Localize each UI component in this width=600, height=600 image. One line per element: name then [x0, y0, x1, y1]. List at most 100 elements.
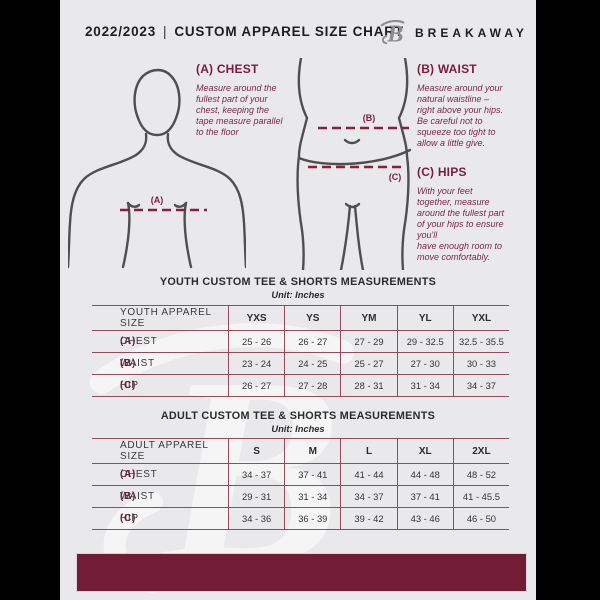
column-header: YM: [340, 306, 396, 330]
chest-measure-label: (A): [151, 195, 164, 205]
table-row: (A) CHEST 25 - 26 26 - 27 27 - 29 29 - 32.5 32…: [92, 330, 509, 352]
row-label-cell: (A) CHEST: [92, 464, 228, 485]
row-label: HIP: [120, 513, 139, 524]
measurement-cell: 30 - 33: [452, 353, 509, 374]
measurement-cell: 48 - 52: [452, 464, 509, 485]
column-header: YXS: [228, 306, 284, 330]
waist-name: WAIST: [437, 62, 477, 76]
table-row: (B) WAIST 29 - 31 31 - 34 34 - 37 37 - 41 41 -…: [92, 485, 509, 507]
measurement-cell: 25 - 27: [340, 353, 396, 374]
table-header-row: YOUTH APPAREL SIZE YXS YS YM YL YXL: [92, 305, 509, 330]
column-header: L: [340, 439, 396, 463]
measurement-cell: 36 - 39: [284, 508, 340, 529]
hips-name: HIPS: [437, 165, 467, 179]
letterbox-left: [0, 0, 60, 600]
measurement-cell: 27 - 29: [340, 331, 396, 352]
table-row: (B) WAIST 23 - 24 24 - 25 25 - 27 27 - 30 30 -…: [92, 352, 509, 374]
adult-table-unit: Unit: Inches: [271, 424, 325, 434]
measurement-cell: 24 - 25: [284, 353, 340, 374]
waistband-curve: [297, 148, 412, 166]
measurement-cell: 28 - 31: [340, 375, 396, 396]
adult-table-title: ADULT CUSTOM TEE & SHORTS MEASUREMENTS: [160, 410, 436, 422]
waist-heading: (B) WAIST: [417, 62, 477, 76]
measurement-cell: 31 - 34: [396, 375, 453, 396]
column-header: M: [284, 439, 340, 463]
row-label-cell: (C) HIP: [92, 375, 228, 396]
row-label: WAIST: [120, 491, 155, 502]
table-row: (C) HIP 26 - 27 27 - 28 28 - 31 31 - 34 34 - 3…: [92, 374, 509, 396]
chest-name: CHEST: [216, 62, 259, 76]
footer-bar: [76, 553, 527, 592]
row-key: (A): [120, 469, 136, 480]
measurement-cell: 27 - 30: [396, 353, 453, 374]
hips-key: (C): [417, 165, 435, 179]
measurement-cell: 41 - 44: [340, 464, 396, 485]
row-label: WAIST: [120, 358, 155, 369]
measurement-cell: 46 - 50: [452, 508, 509, 529]
youth-table-title: YOUTH CUSTOM TEE & SHORTS MEASUREMENTS: [159, 276, 437, 288]
hips-heading: (C) HIPS: [417, 165, 467, 179]
table-row: (C) HIP 34 - 36 36 - 39 39 - 42 43 - 46 46 - 5…: [92, 507, 509, 529]
measurement-cell: 23 - 24: [228, 353, 284, 374]
letterbox-right: [536, 0, 600, 600]
row-label: CHEST: [120, 336, 158, 347]
measurement-cell: 27 - 28: [284, 375, 340, 396]
measurement-cell: 26 - 27: [228, 375, 284, 396]
table-row: (A) CHEST 34 - 37 37 - 41 41 - 44 44 - 48 48 -…: [92, 463, 509, 485]
measurement-cell: 41 - 45.5: [452, 486, 509, 507]
waist-measure-label: (B): [363, 113, 376, 123]
row-key: (B): [120, 358, 136, 369]
measurement-cell: 34 - 37: [452, 375, 509, 396]
chest-key: (A): [196, 62, 214, 76]
hips-instructions: With your feet together, measure around …: [417, 186, 505, 262]
row-label: CHEST: [120, 469, 158, 480]
waist-instructions: Measure around your natural waistline – …: [417, 83, 504, 148]
size-label-cell: YOUTH APPAREL SIZE: [120, 307, 212, 329]
row-label-cell: (A) CHEST: [92, 331, 228, 352]
measurement-cell: 26 - 27: [284, 331, 340, 352]
head-outline: [133, 68, 181, 137]
column-header: YL: [396, 306, 453, 330]
row-key: (A): [120, 336, 136, 347]
chest-instructions: Measure around the fullest part of your …: [196, 83, 283, 137]
size-chart-page: 2022/2023 | CUSTOM APPAREL SIZE CHART BREA…: [60, 0, 536, 600]
brand-logo-icon: [380, 19, 405, 47]
title-separator: |: [163, 24, 168, 39]
waist-key: (B): [417, 62, 435, 76]
brand-name: BREAKAWAY: [415, 26, 528, 40]
youth-size-table: YOUTH APPAREL SIZE YXS YS YM YL YXL (A) CHEST 25…: [92, 305, 509, 397]
row-key: (C): [120, 380, 136, 391]
measurement-cell: 43 - 46: [396, 508, 453, 529]
column-header: S: [228, 439, 284, 463]
measurement-cell: 37 - 41: [284, 464, 340, 485]
measurement-cell: 44 - 48: [396, 464, 453, 485]
title-text: CUSTOM APPAREL SIZE CHART: [174, 24, 404, 39]
measurement-cell: 29 - 31: [228, 486, 284, 507]
hips-measure-label: (C): [389, 172, 402, 182]
size-label-cell: ADULT APPAREL SIZE: [120, 440, 209, 462]
measurement-cell: 25 - 26: [228, 331, 284, 352]
measurement-cell: 29 - 32.5: [396, 331, 453, 352]
season-label: 2022/2023: [85, 24, 157, 39]
measurement-cell: 34 - 37: [228, 464, 284, 485]
waist-hips-diagram: (B) (C): [296, 58, 412, 270]
navel-mark: [343, 138, 361, 145]
measurement-cell: 31 - 34: [284, 486, 340, 507]
adult-size-table: ADULT APPAREL SIZE S M L XL 2XL (A) CHEST 34 - 3…: [92, 438, 509, 530]
youth-table-unit: Unit: Inches: [271, 290, 325, 300]
measurement-cell: 34 - 37: [340, 486, 396, 507]
measurement-cell: 39 - 42: [340, 508, 396, 529]
row-key: (B): [120, 491, 136, 502]
measurement-cell: 37 - 41: [396, 486, 453, 507]
measurement-cell: 32.5 - 35.5: [452, 331, 509, 352]
row-label-cell: (B) WAIST: [92, 353, 228, 374]
row-label: HIP: [120, 380, 139, 391]
measurement-cell: 34 - 36: [228, 508, 284, 529]
table-header-row: ADULT APPAREL SIZE S M L XL 2XL: [92, 438, 509, 463]
column-header: XL: [396, 439, 453, 463]
column-header: 2XL: [452, 439, 509, 463]
column-header: YS: [284, 306, 340, 330]
column-header: YXL: [452, 306, 509, 330]
row-label-cell: (B) WAIST: [92, 486, 228, 507]
